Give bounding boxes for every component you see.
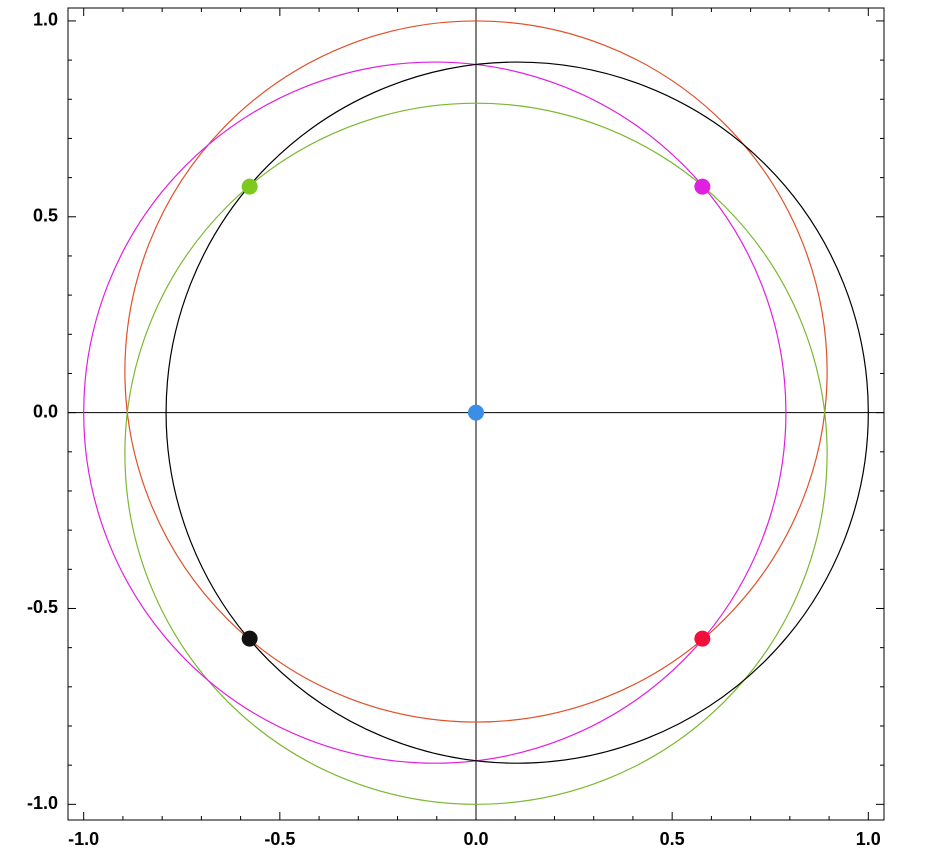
x-tick-label: -0.5: [264, 829, 295, 849]
circle-curve: [124, 20, 828, 723]
point: [468, 404, 484, 421]
point: [694, 178, 711, 195]
circle-curve: [83, 61, 787, 764]
y-tick-label: -1.0: [27, 793, 58, 813]
circle-curve: [165, 61, 869, 764]
point: [694, 630, 711, 647]
x-tick-label: -1.0: [68, 829, 99, 849]
y-tick-label: 0.0: [33, 401, 58, 421]
y-tick-label: 0.5: [33, 206, 58, 226]
y-tick-label: -0.5: [27, 597, 58, 617]
x-tick-label: 0.5: [660, 829, 685, 849]
point: [241, 630, 258, 647]
point: [241, 178, 258, 195]
x-tick-label: 1.0: [856, 829, 881, 849]
circle-curve: [124, 102, 828, 805]
x-tick-label: 0.0: [463, 829, 488, 849]
y-tick-label: 1.0: [33, 10, 58, 30]
